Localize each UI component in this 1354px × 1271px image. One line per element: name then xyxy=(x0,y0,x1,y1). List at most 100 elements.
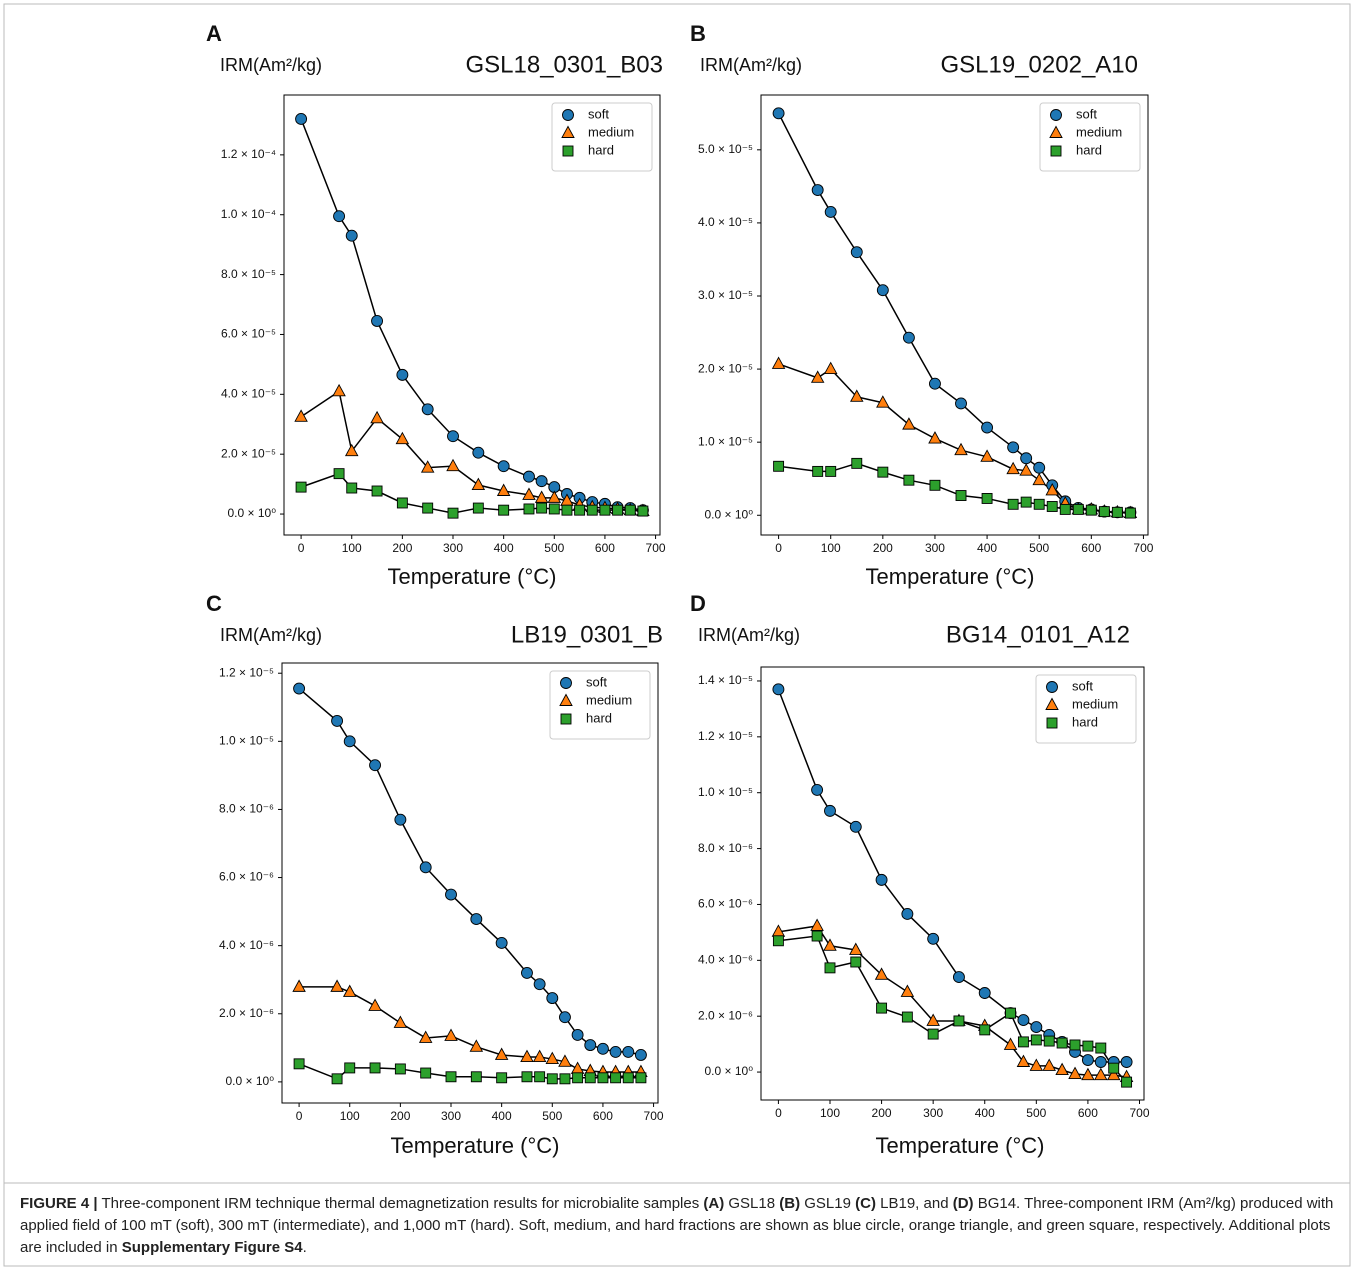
marker-circle xyxy=(584,1039,597,1052)
series-line xyxy=(777,112,1131,514)
marker-square xyxy=(1046,501,1058,512)
marker-square xyxy=(1007,498,1019,510)
marker-circle xyxy=(849,820,862,833)
x-tick-label: 700 xyxy=(644,1109,664,1123)
marker-triangle xyxy=(444,1028,458,1041)
marker-square xyxy=(825,465,837,477)
marker-square xyxy=(953,1015,965,1027)
figure-border xyxy=(3,3,1351,1267)
legend-marker xyxy=(561,125,575,138)
marker-circle xyxy=(571,1028,584,1041)
marker-circle xyxy=(394,813,407,826)
marker-square xyxy=(599,504,611,516)
marker-square xyxy=(331,1073,343,1085)
x-tick-label: 100 xyxy=(821,541,841,555)
x-axis-label: Temperature (°C) xyxy=(876,1133,1045,1158)
marker-triangle xyxy=(330,979,344,992)
marker-triangle xyxy=(570,1061,585,1074)
marker-circle xyxy=(634,1049,647,1061)
legend-label: hard xyxy=(586,710,612,725)
y-tick-label: 0.0 × 10⁰ xyxy=(225,1074,274,1088)
y-tick-label: 6.0 × 10⁻⁶ xyxy=(219,870,274,884)
legend-marker xyxy=(562,145,574,157)
caption-text: (B) xyxy=(779,1195,801,1212)
x-tick-label: 700 xyxy=(646,541,666,555)
legend-marker xyxy=(1049,125,1063,138)
marker-circle xyxy=(811,184,824,196)
y-tick-label: 8.0 × 10⁻⁵ xyxy=(221,267,276,281)
marker-square xyxy=(1043,1035,1055,1047)
marker-square xyxy=(498,504,510,516)
marker-circle xyxy=(396,368,409,381)
marker-triangle xyxy=(370,410,384,424)
marker-triangle xyxy=(771,356,786,369)
marker-square xyxy=(772,935,784,947)
marker-square xyxy=(1059,503,1071,515)
marker-triangle xyxy=(1068,1066,1082,1079)
sample-name: LB19_0301_B xyxy=(511,621,663,648)
marker-circle xyxy=(447,430,459,443)
marker-triangle xyxy=(418,1030,433,1043)
marker-triangle xyxy=(471,477,486,490)
marker-circle xyxy=(470,913,483,926)
x-axis-label: Temperature (°C) xyxy=(388,564,557,589)
marker-circle xyxy=(850,246,863,259)
plot-frame xyxy=(281,662,659,1104)
marker-triangle xyxy=(1016,1054,1031,1067)
marker-triangle xyxy=(823,938,837,951)
marker-triangle xyxy=(810,370,825,383)
marker-square xyxy=(394,1063,406,1075)
x-tick-label: 300 xyxy=(443,541,463,555)
marker-circle xyxy=(558,1011,571,1024)
y-axis-label: IRM(Am²/kg) xyxy=(700,55,802,75)
legend-label: medium xyxy=(1072,696,1118,711)
marker-triangle xyxy=(496,483,511,496)
marker-circle xyxy=(369,759,382,772)
y-tick-label: 1.0 × 10⁻⁵ xyxy=(698,434,753,448)
marker-square xyxy=(420,1067,432,1079)
x-tick-label: 0 xyxy=(775,1106,782,1120)
panel-label: C xyxy=(206,591,222,616)
y-axis-label: IRM(Am²/kg) xyxy=(220,625,322,645)
x-tick-label: 100 xyxy=(340,1109,360,1123)
marker-square xyxy=(812,465,824,477)
legend-label: medium xyxy=(586,692,632,707)
legend-label: medium xyxy=(588,124,634,139)
marker-circle xyxy=(333,210,346,223)
marker-triangle xyxy=(1106,1067,1121,1081)
y-tick-label: 0.0 × 10⁰ xyxy=(704,1064,753,1078)
y-tick-label: 4.0 × 10⁻⁶ xyxy=(698,952,753,966)
caption-text: BG14. Three-component IRM (Am²/kg) produ… xyxy=(20,1195,1338,1256)
marker-square xyxy=(546,1073,558,1085)
marker-triangle xyxy=(1003,1037,1018,1050)
x-tick-label: 100 xyxy=(820,1106,840,1120)
marker-circle xyxy=(345,229,358,242)
marker-square xyxy=(572,1072,584,1084)
marker-triangle xyxy=(928,431,942,444)
marker-circle xyxy=(523,470,535,483)
marker-square xyxy=(574,504,586,516)
marker-circle xyxy=(901,907,914,920)
marker-triangle xyxy=(292,979,306,992)
marker-triangle xyxy=(823,361,838,375)
marker-triangle xyxy=(534,490,549,503)
marker-square xyxy=(955,490,967,501)
plot-frame xyxy=(760,666,1145,1101)
x-tick-label: 300 xyxy=(441,1109,461,1123)
marker-triangle xyxy=(850,389,864,402)
y-tick-label: 6.0 × 10⁻⁵ xyxy=(221,327,276,341)
marker-square xyxy=(534,1071,546,1083)
marker-triangle xyxy=(294,409,308,422)
y-tick-label: 2.0 × 10⁻⁶ xyxy=(698,1008,753,1022)
marker-square xyxy=(1082,1040,1094,1052)
marker-square xyxy=(979,1024,991,1036)
caption-text: (C) xyxy=(855,1195,876,1212)
marker-triangle xyxy=(395,431,410,445)
y-tick-label: 2.0 × 10⁻⁵ xyxy=(221,446,276,460)
marker-triangle xyxy=(558,1054,572,1067)
marker-circle xyxy=(1120,1056,1133,1068)
legend-marker xyxy=(560,713,572,725)
marker-triangle xyxy=(1019,463,1033,476)
caption-text: FIGURE 4 | xyxy=(20,1195,98,1212)
marker-square xyxy=(1111,506,1123,518)
